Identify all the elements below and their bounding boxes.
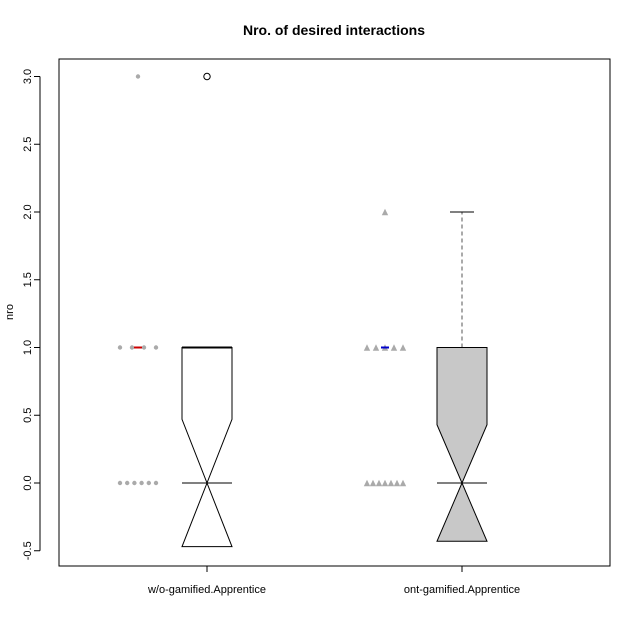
y-axis: -0.5 0.0 0.5 1.0 1.5 2.0 2.5 3.0 (22, 69, 41, 560)
y-tick-label: 3.0 (22, 69, 34, 84)
data-point (117, 480, 123, 486)
y-tick-label: 1.0 (22, 340, 34, 355)
data-point (381, 208, 389, 216)
data-point (139, 480, 144, 486)
data-point (146, 480, 151, 486)
data-point (387, 479, 395, 487)
data-point (132, 480, 137, 486)
y-tick-label: 0.0 (22, 475, 34, 490)
data-point (363, 344, 371, 351)
boxplots (181, 72, 488, 548)
y-tick-label: 1.5 (22, 272, 34, 287)
x-tick-label: w/o-gamified.Apprentice (147, 584, 266, 596)
y-axis-label: nro (4, 304, 16, 320)
data-points (117, 74, 407, 487)
data-point (390, 344, 398, 351)
data-point (129, 345, 135, 350)
data-point (369, 479, 377, 487)
data-point (153, 480, 159, 486)
plot-frame (58, 58, 611, 567)
y-tick-label: 0.5 (22, 408, 34, 423)
data-point (372, 344, 380, 351)
y-tick-label: 2.0 (22, 204, 34, 219)
outlier-point (203, 72, 211, 81)
data-point (381, 479, 389, 487)
boxplot (436, 211, 488, 542)
y-tick-label: -0.5 (22, 541, 34, 560)
data-point (399, 344, 407, 351)
data-point (375, 479, 383, 487)
data-point (153, 345, 159, 350)
data-point (393, 479, 401, 487)
chart-title: Nro. of desired interactions (243, 22, 425, 38)
data-point (135, 74, 141, 79)
notched-box (181, 347, 233, 548)
data-point (117, 345, 123, 350)
x-tick-label: ont-gamified.Apprentice (404, 584, 520, 596)
x-axis: w/o-gamified.Apprentice ont-gamified.Appr… (147, 566, 520, 596)
data-point (125, 480, 130, 486)
data-point (399, 479, 407, 487)
y-tick-label: 2.5 (22, 137, 34, 152)
notched-box (436, 347, 488, 542)
data-point (141, 345, 147, 350)
data-point (363, 479, 371, 487)
boxplot (181, 72, 233, 548)
